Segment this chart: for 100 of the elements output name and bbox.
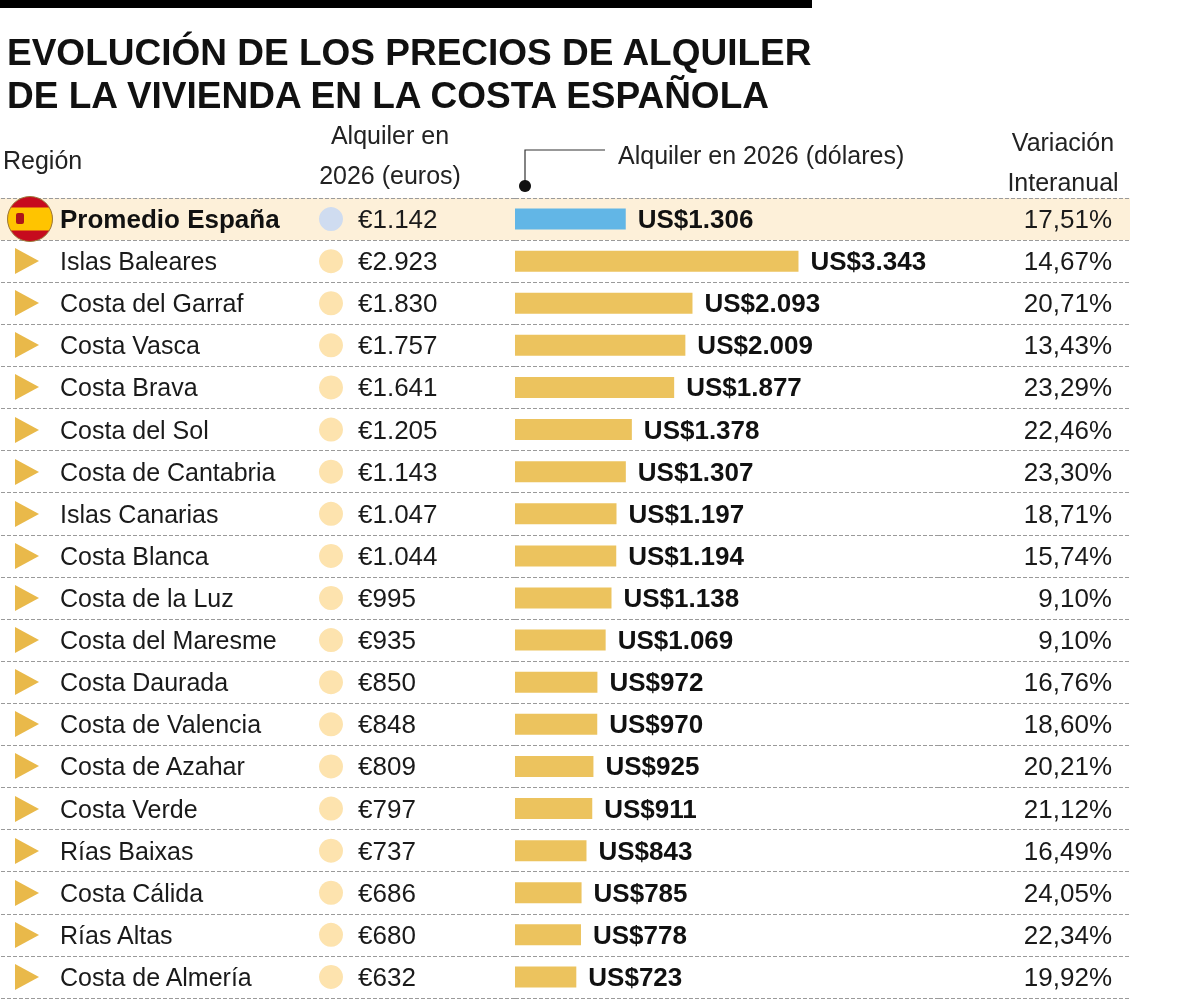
data-label: 22,46% (1023, 414, 1112, 445)
data-label: US$3.343 (810, 246, 927, 277)
y-tick-label: Costa de la Luz (60, 584, 234, 612)
data-label: US$1.306 (637, 204, 754, 235)
data-label: 17,51% (1023, 204, 1112, 235)
data-label: €809 (358, 751, 416, 782)
y-tick-label: Islas Baleares (60, 247, 218, 276)
data-label: 14,67% (1023, 246, 1112, 277)
y-tick-label: Costa de Cantabria (60, 457, 276, 486)
bar (515, 545, 617, 567)
y-tick-label: Costa Brava (60, 373, 198, 402)
chart-title: EVOLUCIÓN DE LOS PRECIOS DE ALQUILER DE LA VIVIENDA EN LA COSTA ESPAÑOLA (7, 31, 812, 116)
bar (515, 419, 632, 441)
data-label: US$2.093 (704, 288, 821, 319)
data-label: 19,92% (1023, 961, 1112, 992)
data-label: €680 (358, 919, 416, 950)
data-label: US$1.378 (643, 414, 760, 445)
bar (515, 587, 612, 609)
data-label: €1.143 (358, 456, 438, 487)
y-tick-label: Costa del Garraf (60, 289, 244, 318)
data-label: €935 (358, 625, 416, 656)
data-label: US$1.877 (686, 372, 802, 403)
data-label: €686 (358, 877, 416, 908)
text: Variación Interanual (1007, 128, 1119, 196)
data-label: US$778 (592, 919, 687, 950)
data-label: 18,60% (1023, 709, 1112, 740)
data-label: 20,21% (1023, 751, 1112, 782)
data-label: US$785 (593, 877, 688, 908)
bar (515, 334, 686, 356)
data-label: 9,10% (1038, 625, 1112, 656)
y-tick-label: Costa Vasca (60, 331, 200, 360)
data-label: US$723 (588, 961, 683, 992)
bar (515, 966, 577, 988)
data-label: US$843 (598, 835, 693, 866)
data-label: US$2.009 (697, 330, 814, 361)
y-tick-label: Rías Baixas (60, 836, 194, 865)
y-tick-label: Costa de Valencia (60, 710, 262, 739)
bar (515, 671, 598, 693)
bar (515, 629, 606, 651)
data-label: €737 (358, 835, 416, 866)
y-tick-label: Costa de Almería (60, 962, 252, 991)
bar (515, 208, 626, 230)
y-tick-label: Costa Daurada (60, 668, 229, 697)
data-label: US$925 (605, 751, 700, 782)
bar (515, 882, 582, 904)
bar (515, 713, 598, 735)
data-label: 23,29% (1023, 372, 1112, 403)
y-tick-label: Promedio España (60, 204, 281, 235)
data-label: 23,30% (1023, 456, 1112, 487)
data-label: US$970 (609, 709, 704, 740)
data-label: 13,43% (1023, 330, 1112, 361)
data-label: €1.047 (358, 498, 438, 529)
text: Alquiler en 2026 (euros) (319, 121, 461, 189)
y-axis-title: Región (3, 146, 83, 174)
data-label: 15,74% (1023, 540, 1112, 571)
bar (515, 292, 693, 314)
data-label: 21,12% (1023, 793, 1112, 824)
y-tick-label: Costa Cálida (60, 878, 204, 907)
data-label: 20,71% (1023, 288, 1112, 319)
data-label: €995 (358, 583, 416, 613)
data-label: €2.923 (358, 246, 438, 277)
bar (515, 376, 675, 398)
data-label: €632 (358, 961, 416, 992)
bar (515, 924, 581, 946)
bar (515, 250, 799, 272)
y-tick-label: Costa Blanca (60, 541, 209, 570)
data-label: €797 (358, 793, 416, 824)
bar (515, 755, 594, 777)
data-label: 16,76% (1023, 667, 1112, 698)
data-label: 22,34% (1023, 919, 1112, 950)
data-label: US$972 (609, 667, 704, 698)
data-label: US$1.138 (623, 583, 740, 613)
y-tick-label: Costa de Azahar (60, 752, 245, 781)
bar (515, 798, 593, 820)
data-label: €1.205 (358, 414, 438, 445)
data-label: €1.830 (358, 288, 438, 319)
data-label: €1.641 (358, 372, 438, 403)
data-label: €1.142 (358, 204, 438, 235)
data-label: 18,71% (1023, 498, 1112, 529)
bar (515, 503, 617, 525)
y-tick-label: Costa del Sol (60, 415, 209, 444)
x-axis-title: Alquiler en 2026 (dólares) (618, 141, 905, 169)
y-tick-label: Costa del Maresme (60, 626, 277, 655)
bar (515, 840, 587, 862)
data-label: US$1.307 (637, 456, 754, 487)
y-tick-label: Islas Canarias (60, 499, 219, 528)
data-label: 24,05% (1023, 877, 1112, 908)
data-label: US$1.194 (628, 540, 745, 571)
data-label: US$1.069 (617, 625, 734, 656)
data-label: €1.757 (358, 330, 438, 361)
bar (515, 461, 626, 483)
y-tick-label: Rías Altas (60, 920, 173, 949)
data-label: US$1.197 (628, 498, 745, 529)
y-tick-label: Costa Verde (60, 794, 198, 823)
data-label: US$911 (604, 793, 697, 824)
data-label: €850 (358, 667, 416, 698)
data-label: 9,10% (1038, 583, 1112, 613)
data-label: €1.044 (358, 540, 438, 571)
data-label: 16,49% (1023, 835, 1112, 866)
data-label: €848 (358, 709, 416, 740)
